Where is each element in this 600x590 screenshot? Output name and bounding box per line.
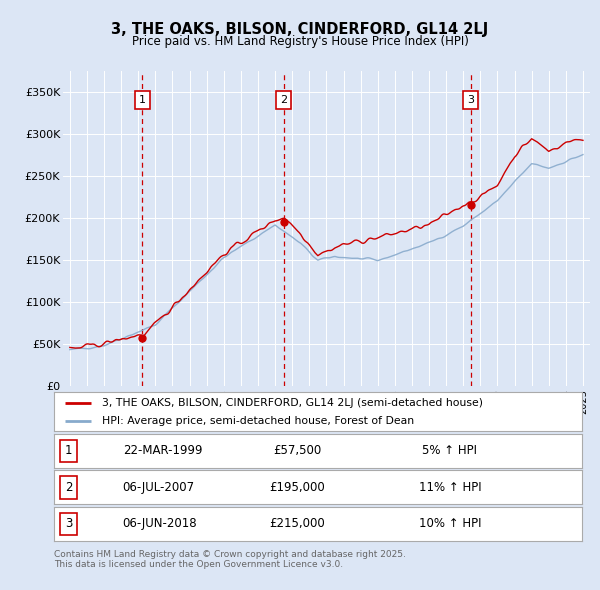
Text: 3, THE OAKS, BILSON, CINDERFORD, GL14 2LJ: 3, THE OAKS, BILSON, CINDERFORD, GL14 2L…	[112, 22, 488, 37]
Text: 2: 2	[65, 481, 73, 494]
Text: 06-JUN-2018: 06-JUN-2018	[122, 517, 197, 530]
Text: 1: 1	[65, 444, 73, 457]
Text: 3: 3	[467, 95, 474, 105]
Text: 2: 2	[280, 95, 287, 105]
Text: HPI: Average price, semi-detached house, Forest of Dean: HPI: Average price, semi-detached house,…	[101, 416, 413, 426]
Text: 22-MAR-1999: 22-MAR-1999	[122, 444, 202, 457]
Text: 1: 1	[139, 95, 146, 105]
Text: 11% ↑ HPI: 11% ↑ HPI	[419, 481, 481, 494]
Text: £57,500: £57,500	[273, 444, 321, 457]
Text: 5% ↑ HPI: 5% ↑ HPI	[422, 444, 478, 457]
Text: £195,000: £195,000	[269, 481, 325, 494]
Text: 3, THE OAKS, BILSON, CINDERFORD, GL14 2LJ (semi-detached house): 3, THE OAKS, BILSON, CINDERFORD, GL14 2L…	[101, 398, 482, 408]
Text: 3: 3	[65, 517, 73, 530]
Text: 10% ↑ HPI: 10% ↑ HPI	[419, 517, 481, 530]
Text: Price paid vs. HM Land Registry's House Price Index (HPI): Price paid vs. HM Land Registry's House …	[131, 35, 469, 48]
Text: Contains HM Land Registry data © Crown copyright and database right 2025.
This d: Contains HM Land Registry data © Crown c…	[54, 550, 406, 569]
Text: 06-JUL-2007: 06-JUL-2007	[122, 481, 195, 494]
Text: £215,000: £215,000	[269, 517, 325, 530]
